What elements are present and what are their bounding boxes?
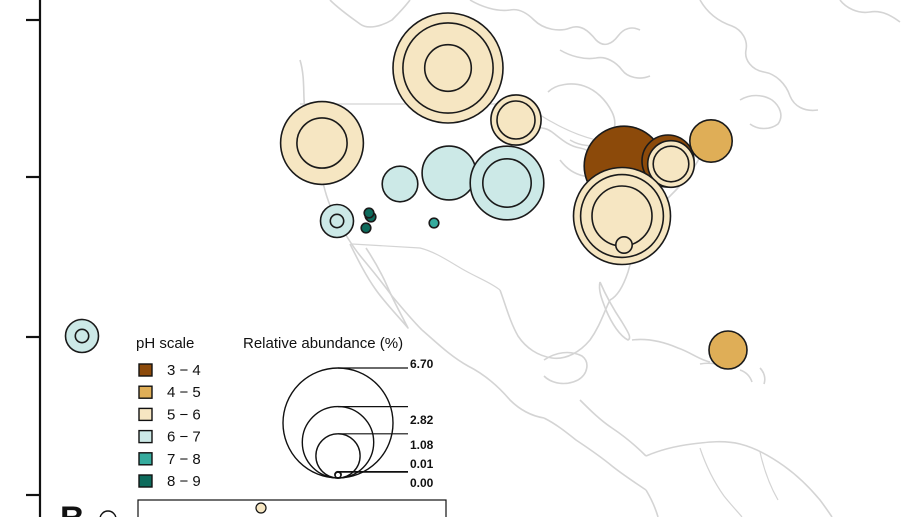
site-bubble-ring	[402, 22, 494, 114]
size-legend-ring	[334, 471, 342, 479]
ph-swatch	[138, 474, 153, 488]
site-marker	[421, 145, 477, 201]
site-bubble	[279, 100, 365, 186]
ph-class-label: 5 − 6	[167, 406, 201, 423]
site-bubble	[428, 217, 440, 229]
site-bubble-ring	[481, 158, 532, 209]
size-legend-value: 6.70	[410, 357, 434, 371]
site-marker	[646, 139, 696, 189]
site-marker	[490, 94, 542, 146]
site-marker	[392, 12, 504, 124]
site-marker	[319, 203, 355, 239]
ph-swatch	[138, 452, 153, 466]
ph-class-label: 8 − 9	[167, 473, 201, 490]
site-bubble-ring	[579, 173, 665, 259]
site-bubble	[469, 145, 545, 221]
site-marker	[614, 236, 633, 255]
ph-class-label: 4 − 5	[167, 384, 201, 401]
ph-swatch	[138, 407, 153, 422]
site-marker	[360, 222, 372, 234]
basemap	[73, 0, 901, 517]
site-bubble	[392, 12, 504, 124]
panel-label: B	[60, 500, 85, 517]
site-marker	[363, 207, 375, 219]
site-marker	[428, 217, 440, 229]
site-marker	[708, 330, 748, 370]
site-marker	[279, 100, 365, 186]
panel-b-header: B	[60, 499, 447, 517]
site-bubble	[64, 318, 100, 354]
size-legend: Relative abundance (%) 6.70 2.82 1.08 0.01 0…	[243, 335, 434, 490]
ph-swatch	[138, 363, 153, 377]
site-marker	[469, 145, 545, 221]
site-bubble	[614, 236, 633, 255]
size-legend-ring	[301, 405, 375, 479]
site-bubble	[708, 330, 748, 370]
size-legend-value: 1.08	[410, 438, 434, 452]
site-bubble-ring	[74, 328, 90, 344]
ph-swatch	[138, 429, 153, 444]
site-marker	[688, 119, 733, 164]
site-bubble	[490, 94, 542, 146]
size-legend-ring	[282, 367, 394, 479]
ph-class-label: 3 − 4	[167, 362, 201, 379]
panel-b-marker	[99, 510, 117, 517]
site-bubble-ring	[329, 213, 345, 229]
site-bubble	[381, 165, 419, 203]
site-bubble-ring	[496, 100, 536, 140]
size-legend-value: 2.82	[410, 413, 434, 427]
size-legend-title: Relative abundance (%)	[243, 335, 403, 352]
ph-swatch	[138, 385, 153, 399]
site-bubble	[572, 166, 672, 266]
site-bubble	[688, 119, 733, 164]
ph-legend: pH scale 3 − 4 4 − 5 5 − 6 6 − 7 7 − 8 8 − 9	[136, 335, 201, 490]
panel-b-frame	[137, 499, 447, 517]
site-marker	[572, 166, 672, 266]
size-legend-value: 0.01	[410, 457, 434, 471]
ph-class-label: 7 − 8	[167, 451, 201, 468]
site-bubble	[360, 222, 372, 234]
ph-class-label: 6 − 7	[167, 429, 201, 446]
site-marker	[381, 165, 419, 203]
site-bubble-ring	[652, 145, 690, 183]
site-bubble	[646, 139, 696, 189]
site-bubble	[319, 203, 355, 239]
left-axis	[26, 0, 42, 517]
panel-b-bubble	[255, 502, 267, 514]
size-legend-value: 0.00	[410, 476, 434, 490]
site-bubble-ring	[423, 43, 473, 93]
site-bubble	[363, 207, 375, 219]
site-bubble-ring	[296, 117, 348, 169]
site-bubbles	[64, 12, 748, 370]
ph-legend-title: pH scale	[136, 335, 194, 352]
site-bubble	[421, 145, 477, 201]
site-marker	[64, 318, 100, 354]
